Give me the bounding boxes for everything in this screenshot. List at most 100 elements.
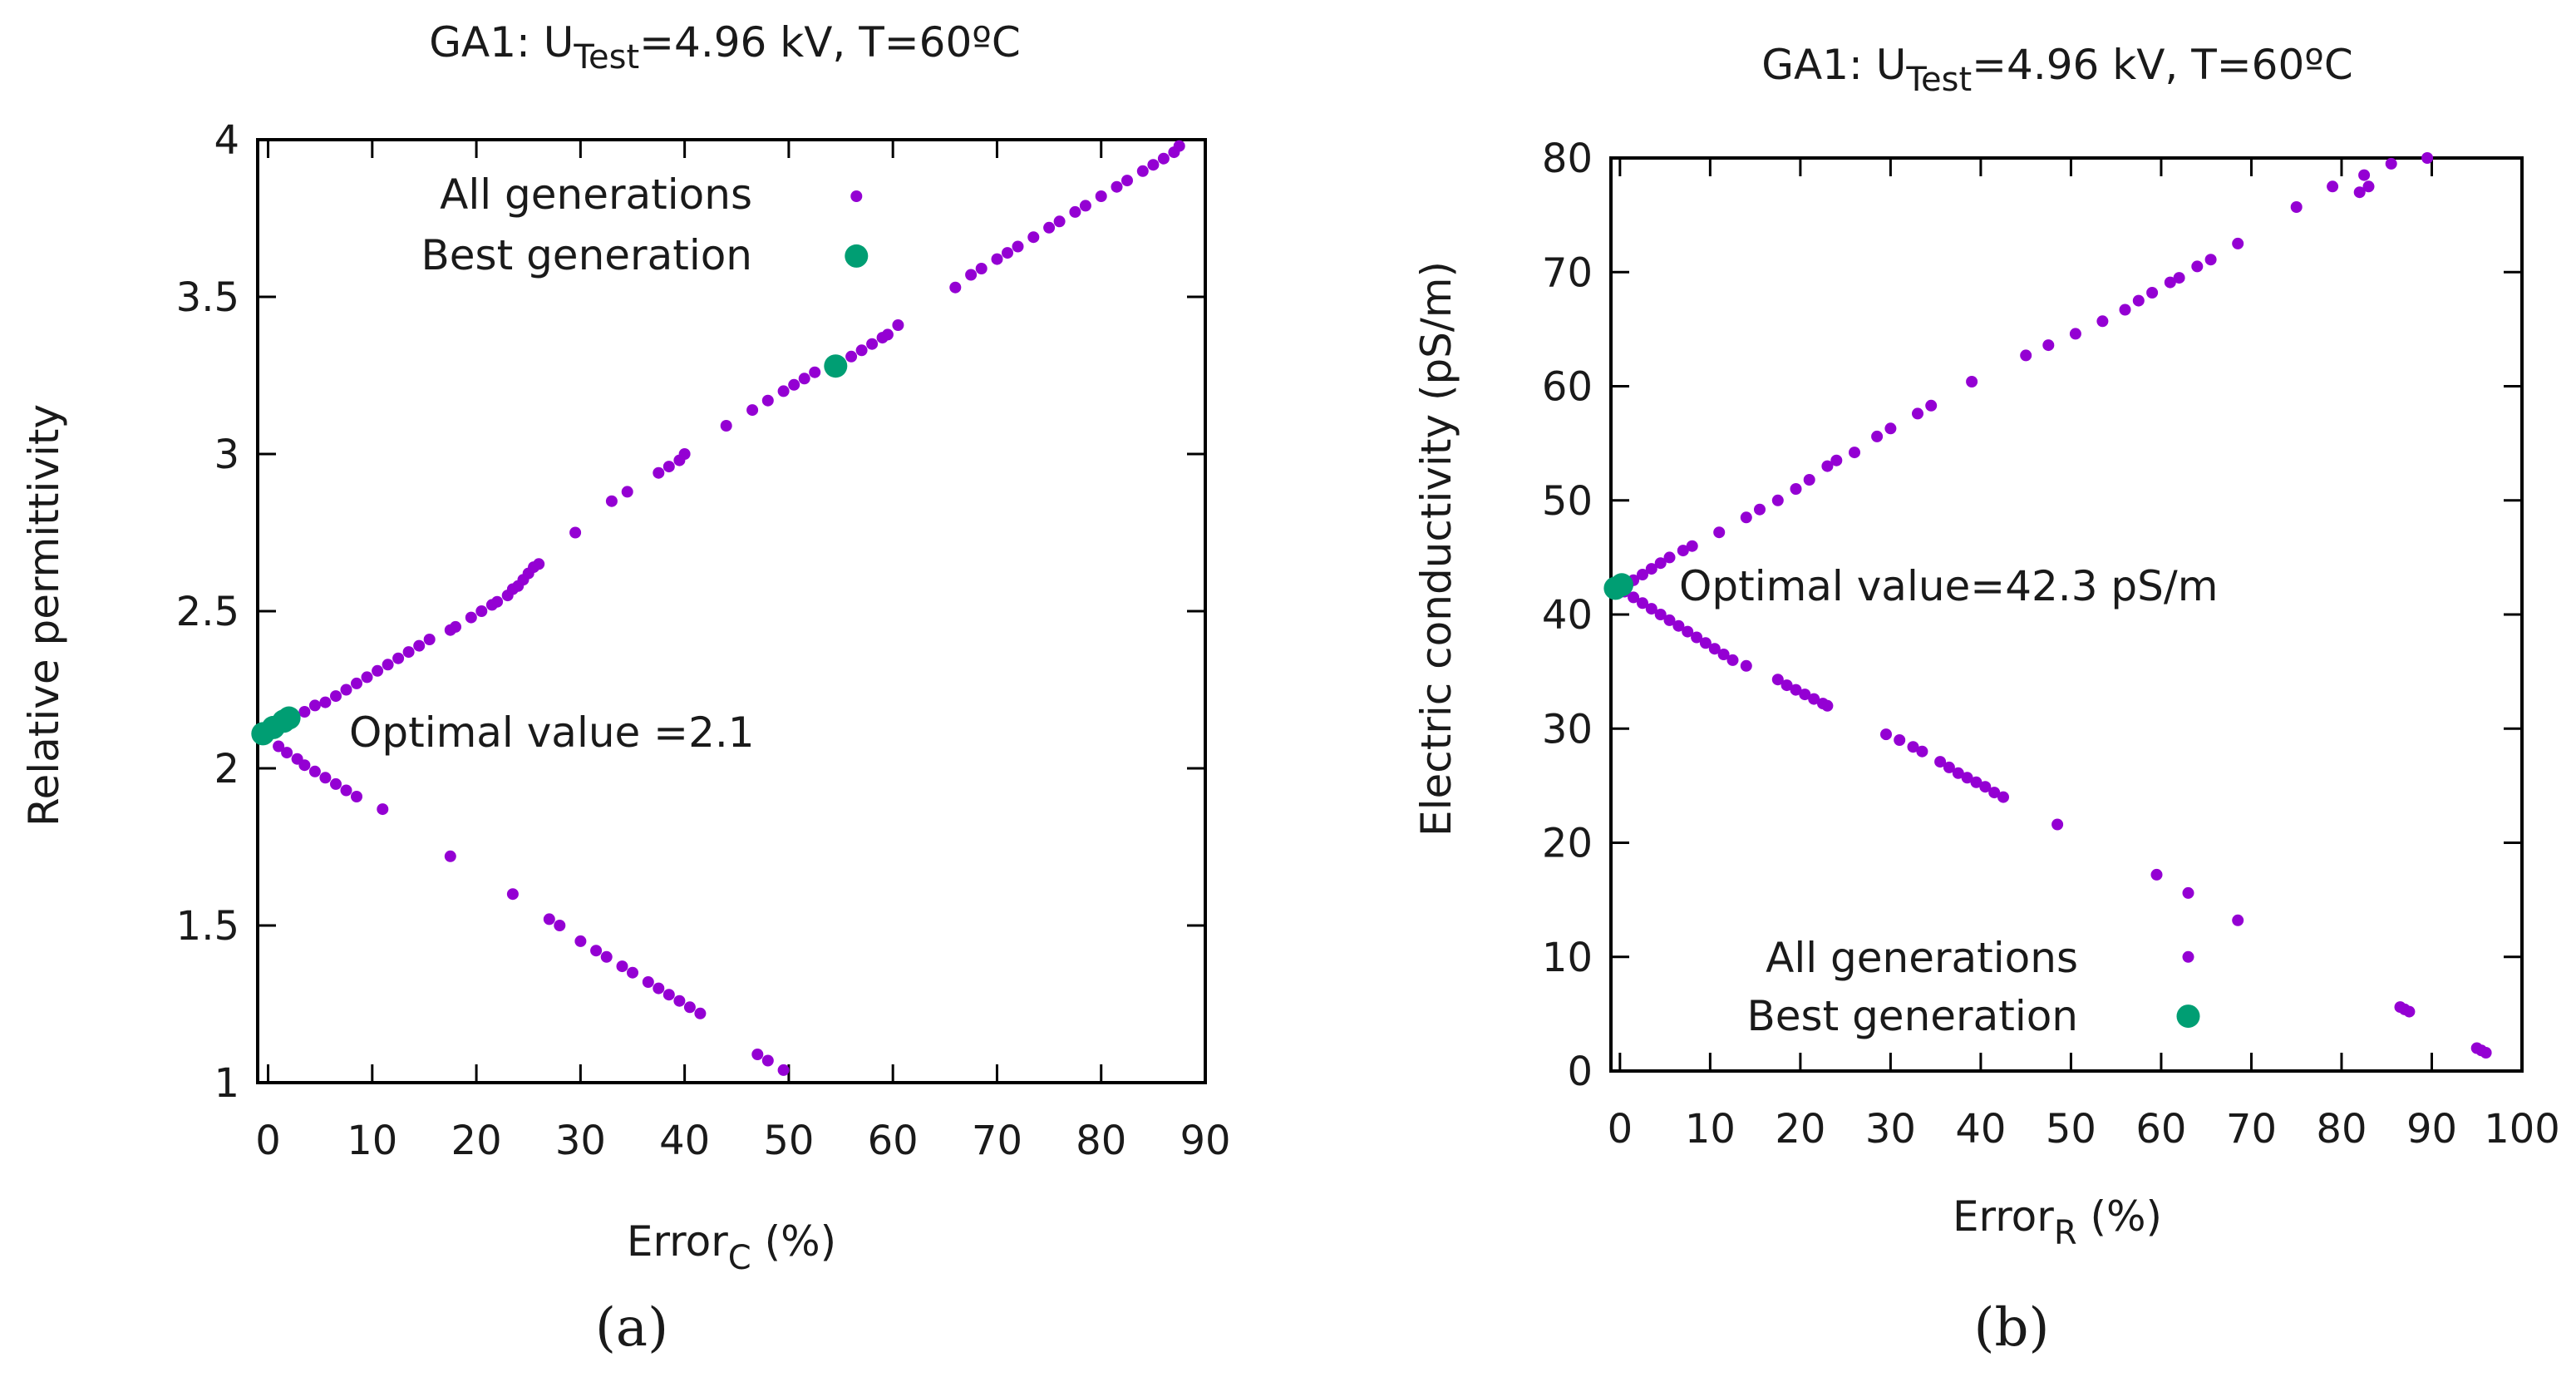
chart-panel-a: GA1: UTest=4.96 kV, T=60ºC 0 10 20 30 40 50 60 7… bbox=[20, 18, 1231, 1359]
all-generations-point bbox=[2182, 950, 2194, 963]
all-generations-point bbox=[543, 913, 555, 925]
all-generations-point bbox=[2173, 272, 2185, 284]
all-generations-point bbox=[450, 620, 461, 633]
all-generations-point bbox=[1663, 551, 1676, 564]
all-generations-point bbox=[777, 1064, 790, 1076]
all-generations-point bbox=[866, 338, 879, 350]
all-generations-point bbox=[694, 1007, 707, 1019]
x-tick-label: 90 bbox=[2406, 1106, 2457, 1152]
x-tick-label: 60 bbox=[868, 1118, 919, 1164]
all-generations-point bbox=[2150, 868, 2163, 881]
all-generations-point bbox=[1173, 140, 1185, 152]
x-label-subscript: R bbox=[2054, 1214, 2077, 1252]
all-generations-point bbox=[1925, 399, 1938, 412]
all-generations-point bbox=[1790, 483, 1802, 495]
y-axis-label: Relative permittivity bbox=[20, 404, 68, 827]
y-tick-label: 1 bbox=[214, 1060, 239, 1107]
all-generations-point bbox=[2132, 294, 2145, 307]
all-generations-point bbox=[892, 319, 904, 331]
title-suffix: =4.96 kV, T=60ºC bbox=[1972, 41, 2353, 89]
all-generations-point bbox=[627, 966, 638, 979]
x-tick-label: 20 bbox=[1775, 1106, 1825, 1152]
all-generations-point bbox=[975, 263, 988, 274]
all-generations-point bbox=[1880, 728, 1892, 741]
all-generations-point bbox=[413, 639, 426, 652]
all-generations-point bbox=[372, 664, 384, 677]
all-generations-point bbox=[1699, 637, 1712, 649]
optimal-value-annotation: Optimal value =2.1 bbox=[349, 708, 755, 757]
legend-label-best: Best generation bbox=[421, 231, 752, 279]
all-generations-point bbox=[1645, 603, 1657, 615]
y-tick-label: 10 bbox=[1542, 935, 1593, 981]
x-tick-label: 30 bbox=[1865, 1106, 1916, 1152]
all-generations-point bbox=[1645, 563, 1657, 575]
all-generations-point bbox=[590, 945, 603, 957]
all-generations-point bbox=[616, 960, 628, 973]
all-generations-point bbox=[1686, 540, 1698, 552]
all-generations-point bbox=[991, 253, 1003, 265]
all-generations-point bbox=[491, 595, 504, 608]
all-generations-point bbox=[1095, 190, 1107, 202]
all-generations-point bbox=[653, 466, 665, 479]
all-generations-point bbox=[1966, 376, 1978, 387]
all-generations-point bbox=[308, 699, 321, 712]
y-tick-label: 30 bbox=[1542, 706, 1593, 753]
x-axis-label: ErrorR (%) bbox=[1953, 1192, 2162, 1252]
all-generations-point bbox=[850, 190, 863, 202]
all-generations-point bbox=[1970, 776, 1982, 788]
x-tick-label: 30 bbox=[555, 1118, 606, 1164]
x-tick-label: 10 bbox=[347, 1118, 397, 1164]
all-generations-point bbox=[1053, 215, 1066, 228]
all-generations-point bbox=[444, 850, 456, 862]
all-generations-point bbox=[340, 784, 352, 797]
all-generations-point bbox=[1916, 745, 1928, 758]
x-tick-label: 0 bbox=[1608, 1106, 1633, 1152]
panel-label: (a) bbox=[595, 1297, 668, 1359]
all-generations-point bbox=[751, 1049, 764, 1060]
y-tick-label: 50 bbox=[1542, 478, 1593, 525]
all-generations-point bbox=[382, 659, 394, 671]
best-generation-point bbox=[2176, 1004, 2200, 1029]
y-tick-label: 3.5 bbox=[176, 274, 239, 321]
x-label-suffix: (%) bbox=[751, 1217, 836, 1266]
all-generations-point bbox=[1157, 152, 1170, 165]
all-generations-point bbox=[2385, 157, 2397, 170]
x-label-main: Error bbox=[627, 1217, 728, 1266]
all-generations-point bbox=[2020, 349, 2032, 362]
x-tick-label: 80 bbox=[1076, 1118, 1126, 1164]
all-generations-point bbox=[533, 558, 545, 570]
y-tick-label: 0 bbox=[1567, 1049, 1593, 1095]
legend-label-all: All generations bbox=[1766, 934, 2078, 982]
y-tick-label: 4 bbox=[214, 117, 239, 164]
x-tick-label: 90 bbox=[1180, 1118, 1230, 1164]
all-generations-point bbox=[2164, 276, 2176, 289]
all-generations-point bbox=[683, 1001, 696, 1014]
optimal-value-annotation: Optimal value=42.3 pS/m bbox=[1679, 562, 2218, 610]
x-tick-label: 60 bbox=[2135, 1106, 2186, 1152]
all-generations-point bbox=[319, 696, 332, 708]
all-generations-point bbox=[761, 394, 774, 407]
all-generations-point bbox=[2191, 260, 2204, 273]
all-generations-point bbox=[1708, 643, 1721, 655]
y-axis-label: Electric conductivity (pS/m) bbox=[1412, 261, 1460, 837]
all-generations-point bbox=[554, 920, 566, 931]
chart-panel-b: GA1: UTest=4.96 kV, T=60ºC 0 10 20 30 40 50 60 7… bbox=[1412, 41, 2560, 1359]
all-generations-point bbox=[2146, 287, 2159, 299]
x-tick-label: 50 bbox=[763, 1118, 814, 1164]
all-generations-point bbox=[2290, 201, 2303, 213]
all-generations-point bbox=[1849, 447, 1860, 459]
all-generations-point bbox=[1677, 545, 1689, 557]
all-generations-point bbox=[1136, 165, 1149, 177]
x-tick-label: 70 bbox=[972, 1118, 1022, 1164]
x-label-suffix: (%) bbox=[2077, 1192, 2162, 1241]
y-tick-label: 80 bbox=[1542, 136, 1593, 182]
title-subscript: Test bbox=[1905, 61, 1972, 99]
all-generations-point bbox=[2096, 315, 2109, 328]
x-tick-label: 50 bbox=[2046, 1106, 2096, 1152]
x-axis-label: ErrorC (%) bbox=[627, 1217, 836, 1277]
all-generations-point bbox=[1799, 689, 1811, 701]
all-generations-point bbox=[1663, 614, 1676, 626]
all-generations-point bbox=[1790, 684, 1802, 696]
x-label-subscript: C bbox=[728, 1239, 751, 1277]
all-generations-point bbox=[621, 486, 633, 498]
